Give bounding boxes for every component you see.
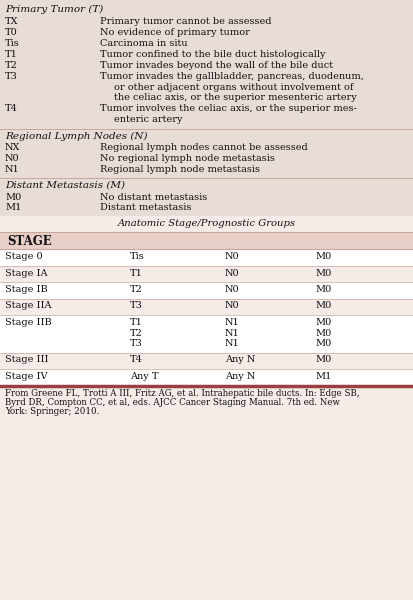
Text: M1: M1 <box>5 203 21 212</box>
Text: T2: T2 <box>130 329 142 337</box>
Bar <box>0 216 413 600</box>
Text: M0: M0 <box>5 193 21 202</box>
Text: Stage 0: Stage 0 <box>5 252 43 261</box>
Text: From Greene FL, Trotti A III, Fritz AG, et al. Intrahepatic bile ducts. In: Edge: From Greene FL, Trotti A III, Fritz AG, … <box>5 389 359 398</box>
Text: N0: N0 <box>224 269 239 277</box>
Text: N1: N1 <box>224 329 239 337</box>
Text: Tumor invades the gallbladder, pancreas, duodenum,: Tumor invades the gallbladder, pancreas,… <box>100 72 363 81</box>
Text: Regional Lymph Nodes (N): Regional Lymph Nodes (N) <box>5 131 147 140</box>
Text: N0: N0 <box>5 154 19 163</box>
Text: T2: T2 <box>5 61 18 70</box>
Text: N0: N0 <box>224 252 239 261</box>
Text: T4: T4 <box>5 104 18 113</box>
Text: No evidence of primary tumor: No evidence of primary tumor <box>100 28 249 37</box>
Bar <box>0 0 413 262</box>
Text: N1: N1 <box>224 318 239 327</box>
Text: NX: NX <box>5 143 21 152</box>
Text: Stage IIA: Stage IIA <box>5 301 51 311</box>
Text: N1: N1 <box>224 339 239 348</box>
Text: Stage III: Stage III <box>5 355 48 364</box>
Text: STAGE: STAGE <box>7 235 52 248</box>
Text: York: Springer; 2010.: York: Springer; 2010. <box>5 407 99 415</box>
Text: N0: N0 <box>224 285 239 294</box>
Text: T3: T3 <box>130 339 142 348</box>
Text: T3: T3 <box>130 301 142 311</box>
Text: Regional lymph nodes cannot be assessed: Regional lymph nodes cannot be assessed <box>100 143 307 152</box>
Text: Anatomic Stage/Prognostic Groups: Anatomic Stage/Prognostic Groups <box>118 219 295 228</box>
Text: Any N: Any N <box>224 372 255 381</box>
Text: Tis: Tis <box>130 252 145 261</box>
Text: Byrd DR, Compton CC, et al, eds. AJCC Cancer Staging Manual. 7th ed. New: Byrd DR, Compton CC, et al, eds. AJCC Ca… <box>5 398 339 407</box>
Text: Tumor invades beyond the wall of the bile duct: Tumor invades beyond the wall of the bil… <box>100 61 332 70</box>
Text: M0: M0 <box>314 252 330 261</box>
Text: M0: M0 <box>314 301 330 311</box>
Text: Primary Tumor (T): Primary Tumor (T) <box>5 5 103 14</box>
Text: Any T: Any T <box>130 372 158 381</box>
Text: Stage IA: Stage IA <box>5 269 47 277</box>
Text: N1: N1 <box>5 164 20 173</box>
Text: T2: T2 <box>130 285 142 294</box>
Text: T4: T4 <box>130 355 142 364</box>
Text: Tumor confined to the bile duct histologically: Tumor confined to the bile duct histolog… <box>100 50 325 59</box>
Text: M0: M0 <box>314 329 330 337</box>
Text: the celiac axis, or the superior mesenteric artery: the celiac axis, or the superior mesente… <box>114 93 356 102</box>
Text: M0: M0 <box>314 318 330 327</box>
Text: T1: T1 <box>130 318 142 327</box>
Text: N0: N0 <box>224 301 239 311</box>
Bar <box>0 298 413 315</box>
Text: Tis: Tis <box>5 39 20 48</box>
Text: Distant Metastasis (M): Distant Metastasis (M) <box>5 181 125 190</box>
Text: Distant metastasis: Distant metastasis <box>100 203 191 212</box>
Bar <box>0 282 413 298</box>
Text: T0: T0 <box>5 28 18 37</box>
Bar <box>0 315 413 352</box>
Text: Stage IB: Stage IB <box>5 285 47 294</box>
Text: Stage IIB: Stage IIB <box>5 318 52 327</box>
Text: T1: T1 <box>130 269 142 277</box>
Bar <box>0 352 413 369</box>
Text: M0: M0 <box>314 269 330 277</box>
Text: Tumor involves the celiac axis, or the superior mes-: Tumor involves the celiac axis, or the s… <box>100 104 356 113</box>
Bar <box>0 232 413 249</box>
Bar <box>0 265 413 282</box>
Text: T3: T3 <box>5 72 18 81</box>
Text: No regional lymph node metastasis: No regional lymph node metastasis <box>100 154 274 163</box>
Text: Stage IV: Stage IV <box>5 372 47 381</box>
Text: M0: M0 <box>314 285 330 294</box>
Text: T1: T1 <box>5 50 18 59</box>
Bar <box>0 249 413 265</box>
Text: enteric artery: enteric artery <box>114 115 182 124</box>
Text: M1: M1 <box>314 372 330 381</box>
Text: TX: TX <box>5 17 19 26</box>
Text: or other adjacent organs without involvement of: or other adjacent organs without involve… <box>114 82 353 91</box>
Bar <box>0 369 413 385</box>
Text: Regional lymph node metastasis: Regional lymph node metastasis <box>100 164 259 173</box>
Text: Primary tumor cannot be assessed: Primary tumor cannot be assessed <box>100 17 271 26</box>
Bar <box>0 0 413 216</box>
Text: Carcinoma in situ: Carcinoma in situ <box>100 39 187 48</box>
Text: M0: M0 <box>314 355 330 364</box>
Text: M0: M0 <box>314 339 330 348</box>
Text: Any N: Any N <box>224 355 255 364</box>
Text: No distant metastasis: No distant metastasis <box>100 193 207 202</box>
